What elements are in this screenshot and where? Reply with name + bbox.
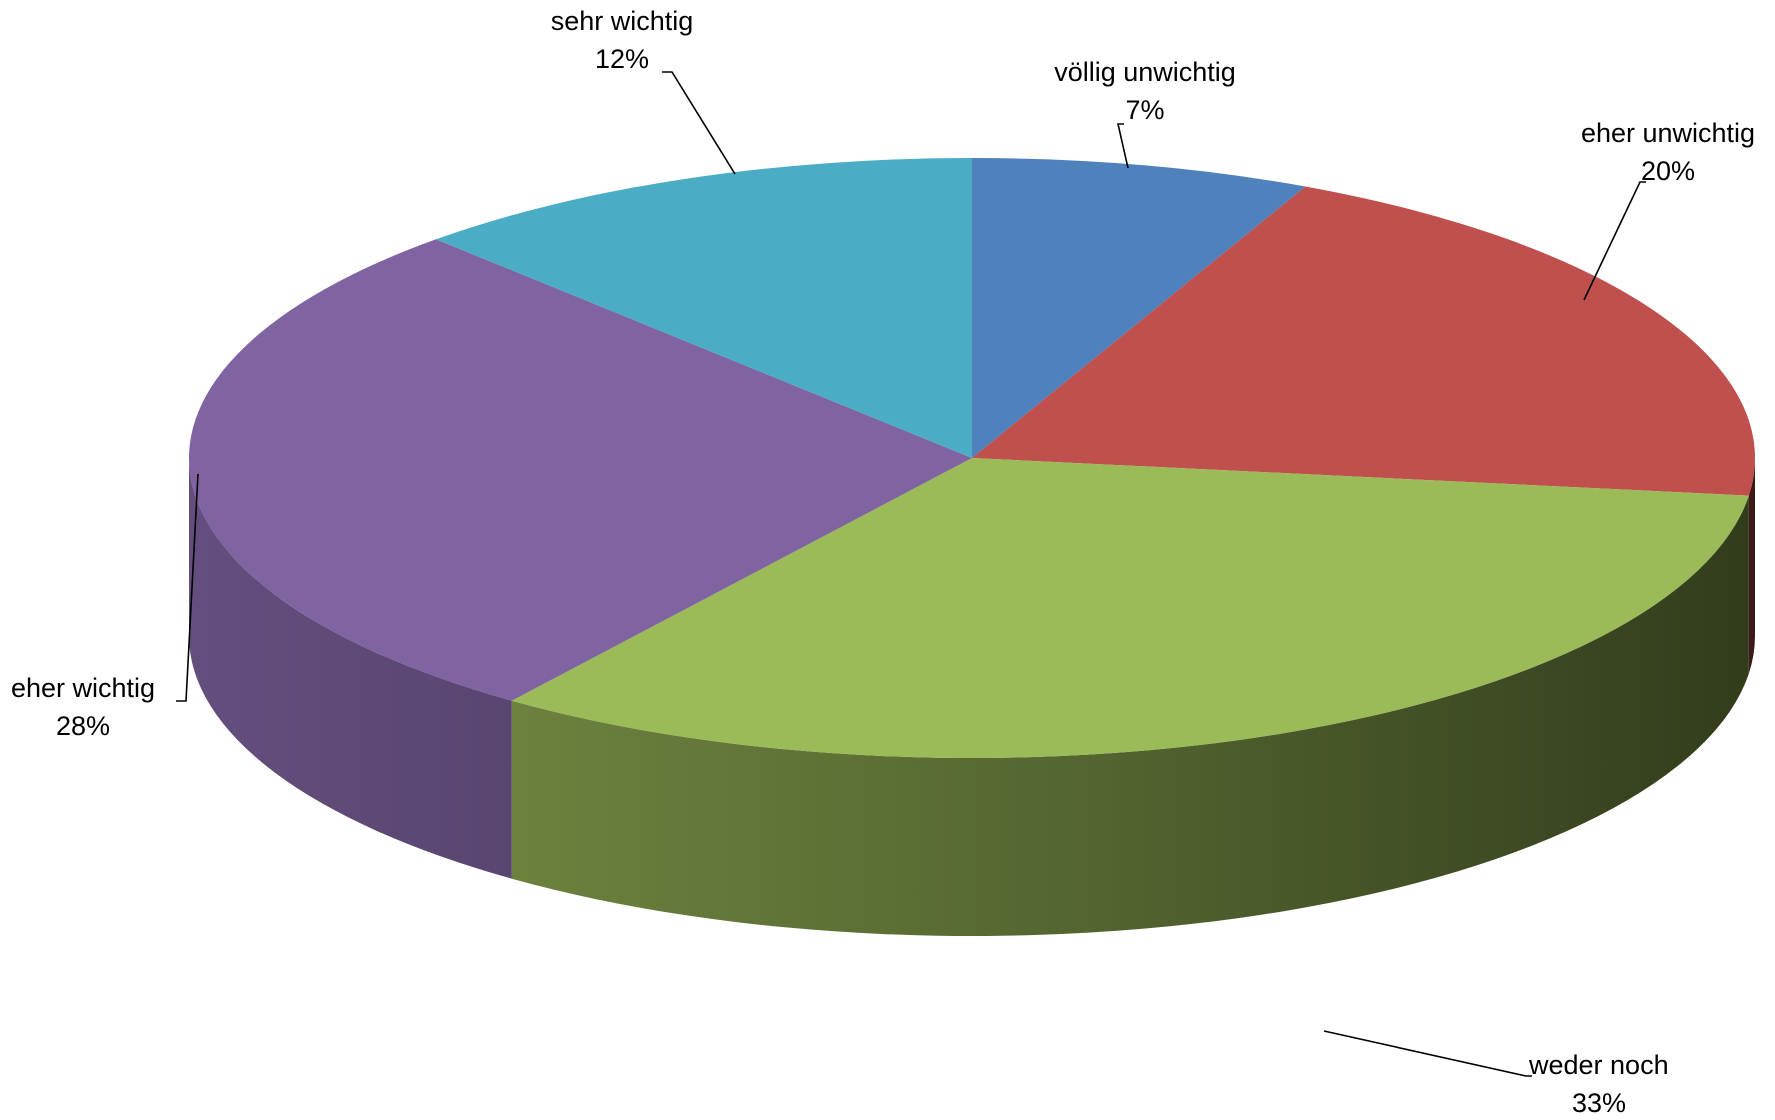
data-value-eher-wichtig: 28% (56, 711, 110, 741)
leader-line-vollig-unwichtig (1116, 123, 1129, 169)
pie-side-eher-wichtig (189, 458, 512, 879)
data-value-weder-noch: 33% (1572, 1088, 1626, 1118)
data-label-vollig-unwichtig: völlig unwichtig (1054, 57, 1236, 87)
leader-line-weder-noch (1323, 1030, 1532, 1077)
pie-slice-eher-unwichtig (972, 186, 1756, 496)
pie-slice-eher-wichtig (189, 239, 972, 701)
data-label-sehr-wichtig: sehr wichtig (551, 6, 694, 36)
pie-sides (189, 458, 1755, 936)
data-value-eher-unwichtig: 20% (1641, 156, 1695, 186)
leader-line-sehr-wichtig (662, 71, 736, 175)
pie-slice-sehr-wichtig (435, 158, 972, 458)
leader-line-eher-wichtig (176, 473, 199, 702)
data-value-sehr-wichtig: 12% (595, 44, 649, 74)
pie-tops (189, 158, 1756, 758)
data-label-eher-unwichtig: eher unwichtig (1581, 118, 1755, 148)
pie-side-eher-unwichtig (1748, 458, 1755, 674)
leader-line-eher-unwichtig (1583, 181, 1646, 301)
pie-slice-vollig-unwichtig (972, 158, 1306, 458)
pie-slice-weder-noch (511, 458, 1749, 758)
data-label-weder-noch: weder noch (1528, 1050, 1669, 1080)
pie-side-weder-noch (511, 495, 1749, 936)
leader-lines (176, 71, 1646, 1077)
data-value-vollig-unwichtig: 7% (1125, 95, 1164, 125)
data-label-eher-wichtig: eher wichtig (11, 673, 155, 703)
data-labels: völlig unwichtig 7% eher unwichtig 20% weder… (11, 6, 1755, 1118)
